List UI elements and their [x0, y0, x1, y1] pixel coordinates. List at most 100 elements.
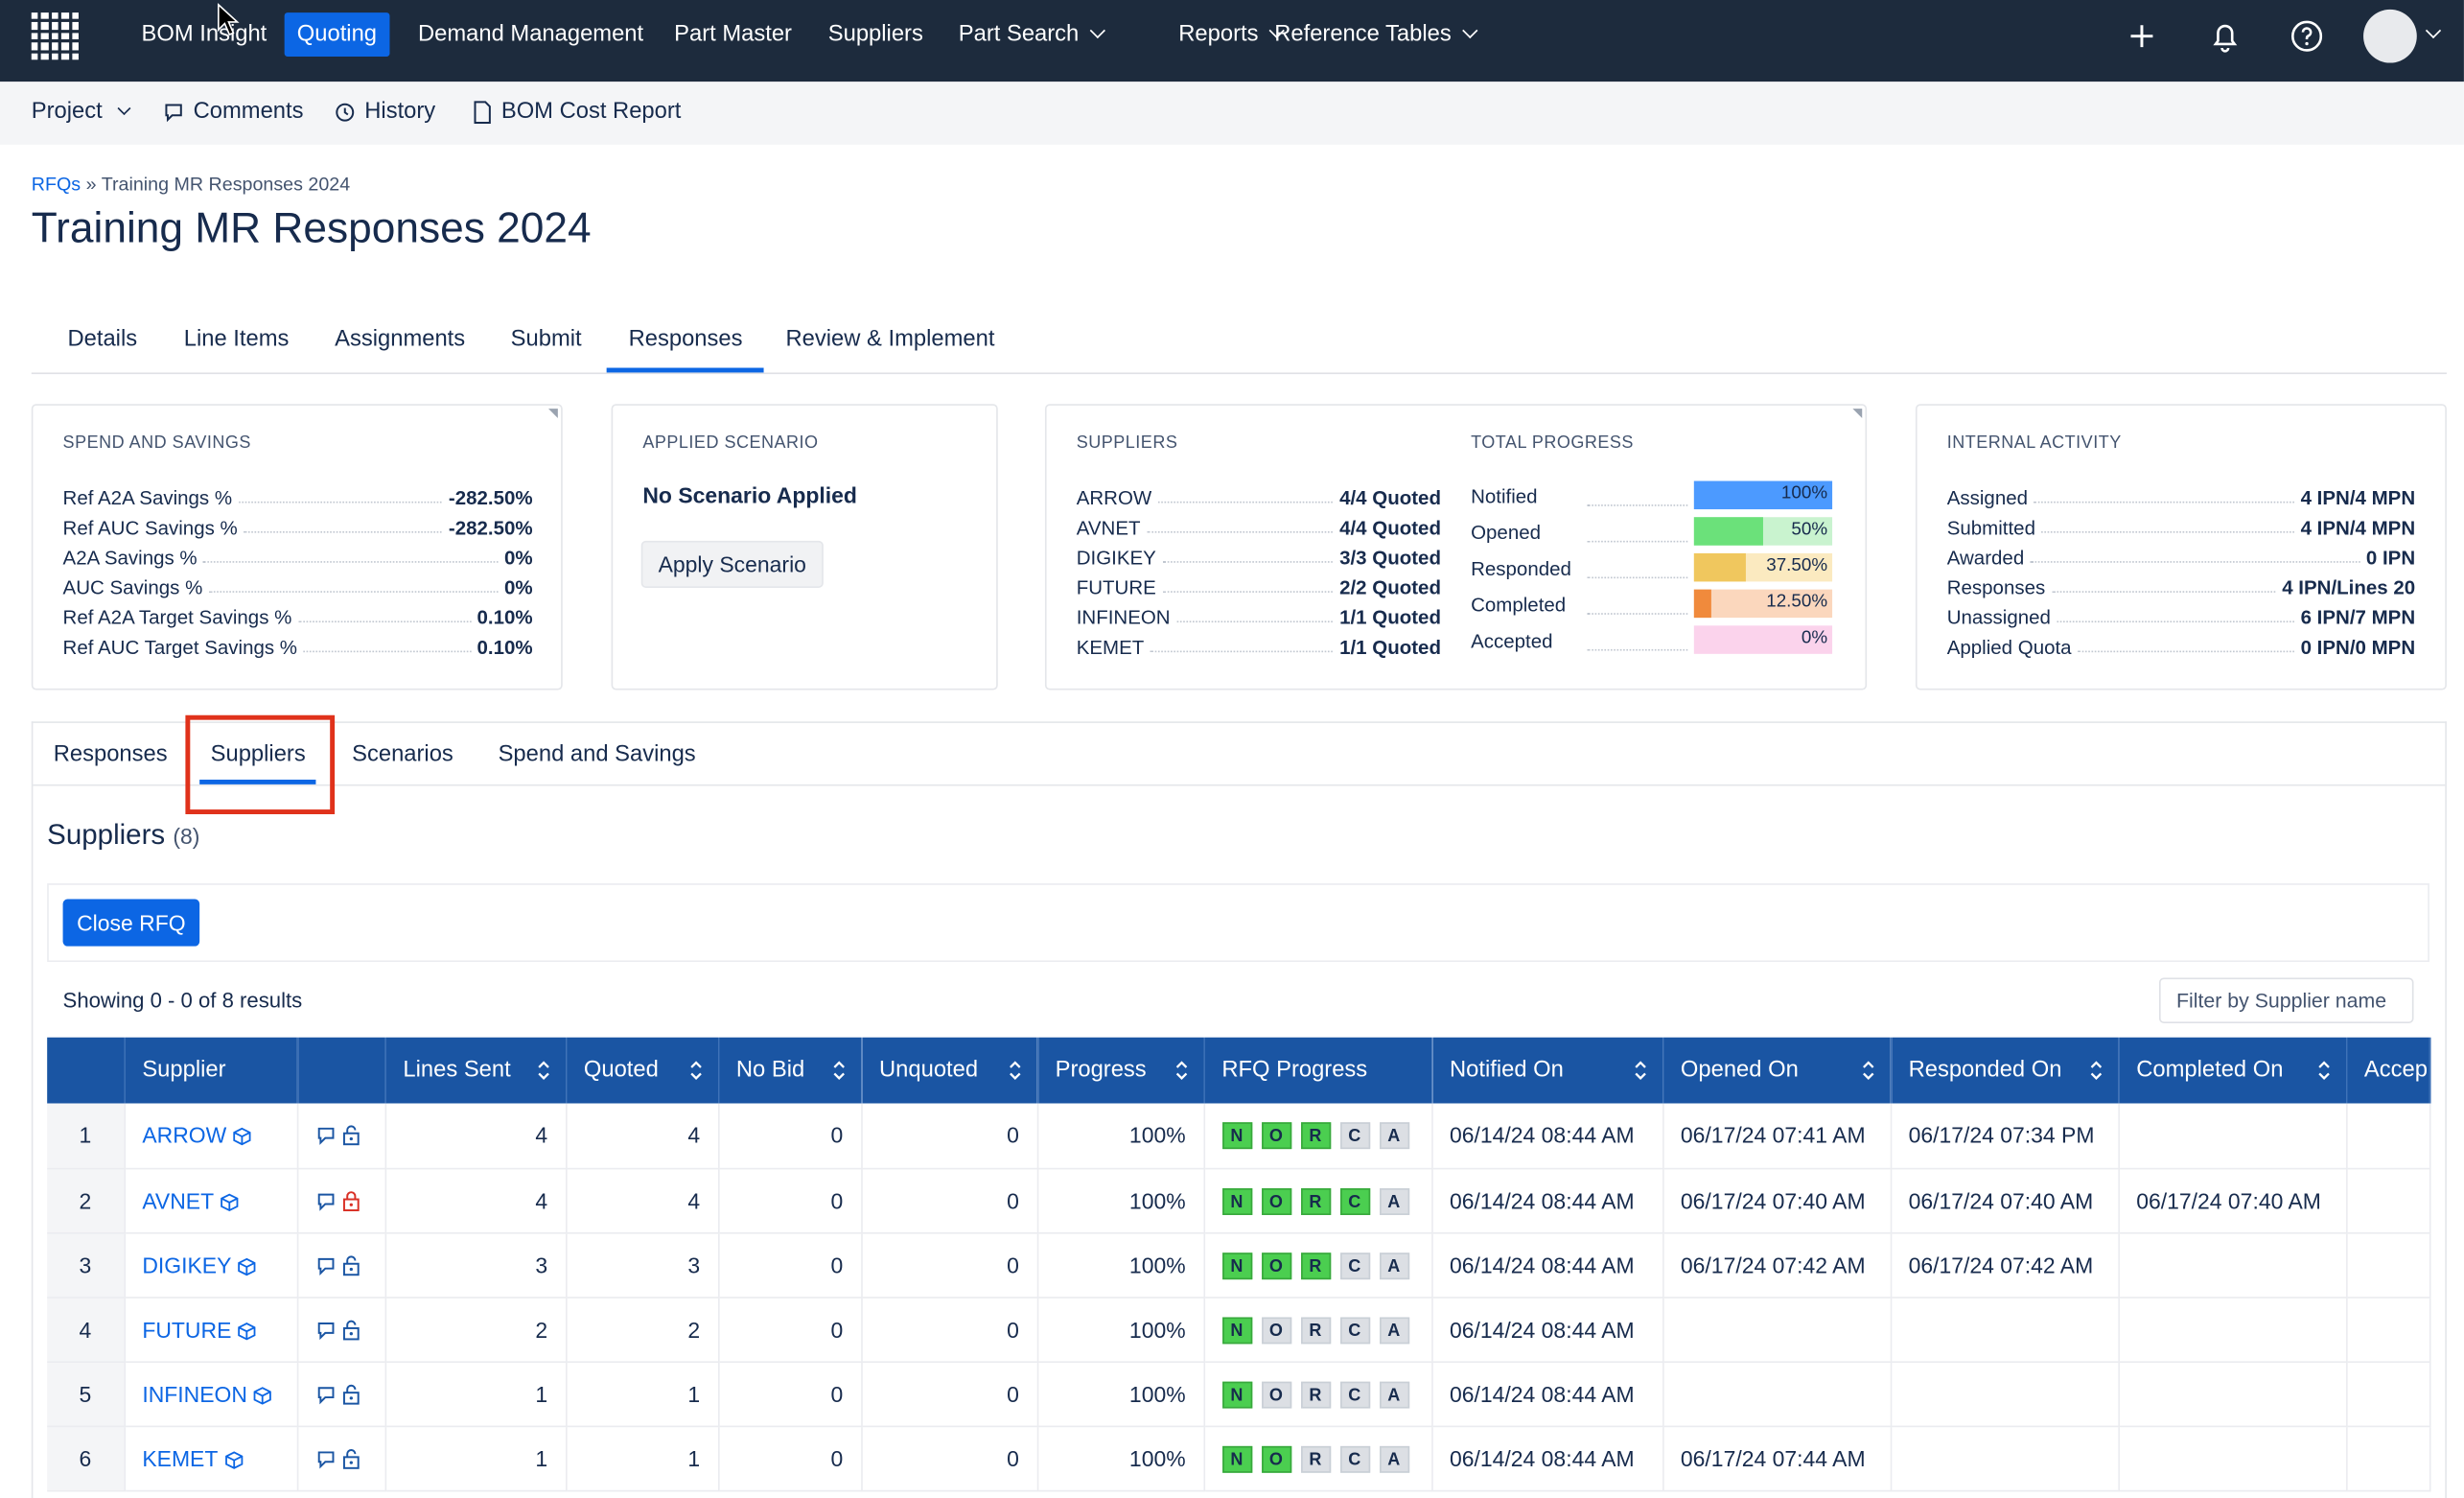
nav-demand-management[interactable]: Demand Management: [417, 21, 644, 48]
col-progress-header[interactable]: Progress: [1036, 1037, 1205, 1104]
col-unquoted-header[interactable]: Unquoted: [861, 1037, 1038, 1104]
comments-icon[interactable]: [315, 1318, 336, 1340]
column-label: Notified On: [1449, 1058, 1564, 1084]
col-lines-sent-header[interactable]: Lines Sent: [384, 1037, 567, 1104]
supplier-link[interactable]: DIGIKEY: [142, 1252, 232, 1277]
col-completed-on-header[interactable]: Completed On: [2118, 1037, 2347, 1104]
quoted-cell: 3: [566, 1231, 719, 1298]
applied-scenario-heading: APPLIED SCENARIO: [642, 433, 819, 454]
unlocked-icon[interactable]: [340, 1447, 360, 1469]
comments-icon[interactable]: [315, 1253, 336, 1276]
subtab-scenarios[interactable]: Scenarios: [352, 741, 453, 767]
history-link[interactable]: History: [333, 99, 435, 124]
nav-part-search-label: Part Search: [958, 21, 1080, 48]
expand-corner-icon[interactable]: [548, 409, 558, 418]
user-avatar[interactable]: [2363, 9, 2417, 63]
spend-savings-heading: SPEND AND SAVINGS: [62, 433, 251, 454]
progress-cell: 100%: [1036, 1103, 1205, 1169]
rfq-status-chip: N: [1221, 1122, 1252, 1150]
sort-icon[interactable]: [1008, 1060, 1020, 1082]
bell-icon[interactable]: [2206, 17, 2243, 55]
subtab-spend-and-savings[interactable]: Spend and Savings: [498, 741, 696, 767]
nav-reference-tables[interactable]: Reference Tables: [1262, 12, 1487, 57]
comments-icon[interactable]: [315, 1189, 336, 1211]
sort-icon[interactable]: [1861, 1060, 1873, 1082]
column-label: Responded On: [1908, 1058, 2062, 1084]
dotted-leader: [1587, 540, 1688, 543]
supplier-link[interactable]: KEMET: [142, 1445, 219, 1471]
progress-bar: 0%: [1693, 625, 1833, 654]
chevron-down-icon[interactable]: [2425, 22, 2442, 39]
supplier-link[interactable]: ARROW: [142, 1122, 227, 1148]
nav-part-master[interactable]: Part Master: [674, 21, 792, 48]
unquoted-cell: 0: [861, 1361, 1038, 1427]
nav-part-search[interactable]: Part Search: [946, 12, 1115, 57]
unquoted-cell: 0: [861, 1103, 1038, 1169]
unlocked-icon[interactable]: [340, 1253, 360, 1276]
subtab-suppliers[interactable]: Suppliers: [199, 742, 317, 784]
supplier-link[interactable]: AVNET: [142, 1187, 215, 1213]
col-quoted-header[interactable]: Quoted: [566, 1037, 719, 1104]
nav-reports[interactable]: Reports: [1166, 12, 1294, 57]
col-no-bid-header[interactable]: No Bid: [718, 1037, 862, 1104]
nav-bom-insight[interactable]: BOM Insight: [141, 21, 267, 48]
sort-icon[interactable]: [2089, 1060, 2102, 1082]
sort-icon[interactable]: [1174, 1060, 1187, 1082]
locked-icon[interactable]: [340, 1189, 360, 1211]
sort-icon[interactable]: [537, 1060, 549, 1082]
supplier-cell: INFINEON: [124, 1361, 298, 1427]
tab-submit[interactable]: Submit: [510, 326, 582, 353]
sort-icon[interactable]: [2317, 1060, 2330, 1082]
comments-link[interactable]: Comments: [162, 99, 304, 124]
suppliers-table: Supplier Lines Sent Quoted No Bid Unquoted Pr…: [47, 1037, 2430, 1491]
supplier-link[interactable]: FUTURE: [142, 1316, 232, 1342]
plus-icon[interactable]: [2123, 17, 2160, 55]
unlocked-icon[interactable]: [340, 1383, 360, 1405]
supplier-link[interactable]: INFINEON: [142, 1380, 247, 1407]
nav-suppliers[interactable]: Suppliers: [827, 21, 923, 48]
unlocked-icon[interactable]: [340, 1124, 360, 1146]
cube-icon[interactable]: [233, 1128, 252, 1147]
tab-assignments[interactable]: Assignments: [335, 326, 466, 353]
subtab-responses[interactable]: Responses: [53, 741, 168, 767]
suppliers-heading: SUPPLIERS: [1076, 433, 1178, 454]
spend-value: 0.10%: [477, 636, 533, 659]
app-grid-logo-icon[interactable]: [29, 10, 82, 63]
cube-icon[interactable]: [254, 1386, 273, 1405]
sort-icon[interactable]: [1634, 1060, 1646, 1082]
tab-line-items[interactable]: Line Items: [183, 326, 290, 353]
project-dropdown[interactable]: Project: [32, 99, 131, 124]
col-notified-on-header[interactable]: Notified On: [1431, 1037, 1663, 1104]
expand-corner-icon[interactable]: [1852, 409, 1863, 418]
spend-row: Ref A2A Target Savings % 0.10%: [63, 598, 533, 629]
comments-icon[interactable]: [315, 1383, 336, 1405]
comments-icon[interactable]: [315, 1124, 336, 1146]
tab-review-implement[interactable]: Review & Implement: [785, 326, 995, 353]
nav-quoting[interactable]: Quoting: [284, 12, 390, 58]
progress-row: Opened 50%: [1471, 517, 1833, 547]
cube-icon[interactable]: [221, 1192, 240, 1211]
bom-cost-report-link[interactable]: BOM Cost Report: [472, 99, 681, 124]
comments-icon[interactable]: [315, 1447, 336, 1469]
sort-icon[interactable]: [689, 1060, 702, 1082]
cube-icon[interactable]: [224, 1450, 244, 1469]
apply-scenario-button[interactable]: Apply Scenario: [640, 540, 824, 588]
close-rfq-button[interactable]: Close RFQ: [62, 899, 200, 947]
cube-icon[interactable]: [238, 1322, 257, 1341]
completed-on-cell: 06/17/24 07:40 AM: [2118, 1167, 2347, 1233]
tab-details[interactable]: Details: [67, 326, 138, 353]
supplier-name: FUTURE: [1076, 576, 1156, 599]
breadcrumb-current: Training MR Responses 2024: [101, 173, 351, 196]
sort-icon[interactable]: [832, 1060, 845, 1082]
breadcrumb-rfqs-link[interactable]: RFQs: [31, 173, 81, 196]
tab-responses[interactable]: Responses: [606, 327, 763, 373]
section-count: (8): [173, 823, 200, 850]
actions-cell: [296, 1103, 386, 1169]
col-responded-on-header[interactable]: Responded On: [1890, 1037, 2120, 1104]
supplier-filter-input[interactable]: Filter by Supplier name: [2158, 977, 2414, 1023]
cube-icon[interactable]: [238, 1256, 257, 1276]
col-opened-on-header[interactable]: Opened On: [1662, 1037, 1892, 1104]
unlocked-icon[interactable]: [340, 1318, 360, 1340]
help-icon[interactable]: [2288, 17, 2325, 55]
